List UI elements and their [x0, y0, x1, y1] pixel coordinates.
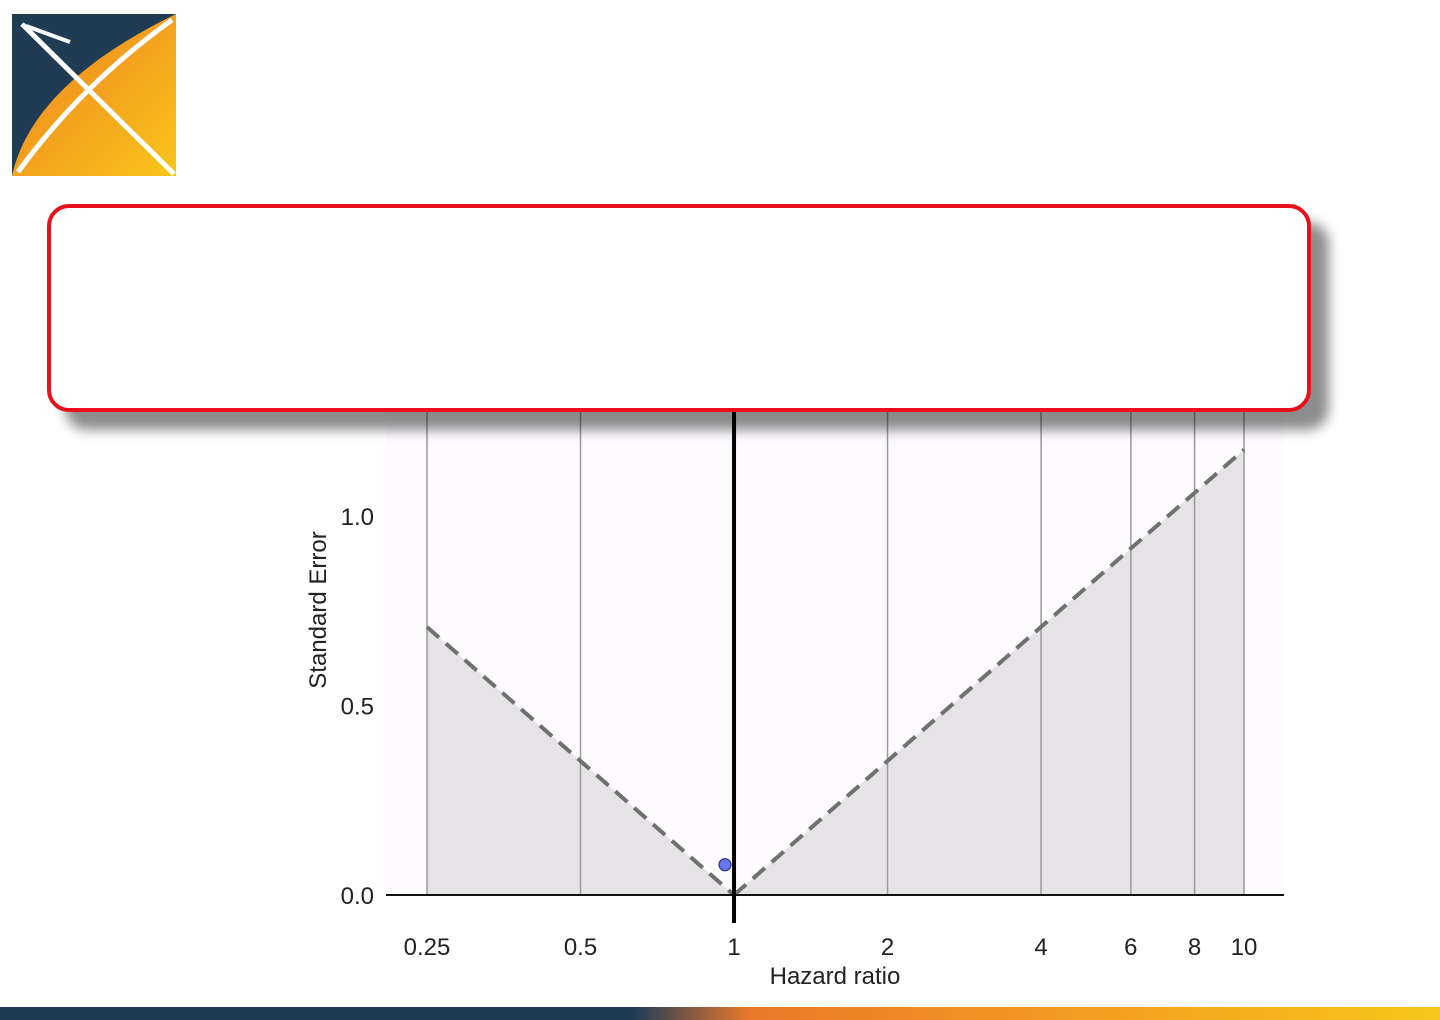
- x-tick-label-1: 1: [727, 934, 740, 961]
- footer-gradient-bar: [0, 1007, 1440, 1020]
- boundary-line-left: [425, 625, 736, 897]
- logo-cross-accent: [25, 24, 71, 44]
- boundary-line-right: [732, 448, 1246, 897]
- y-tick-label-0.5: 0.5: [341, 694, 374, 721]
- data-point-0: [718, 858, 732, 872]
- axes: [386, 405, 1284, 923]
- y-tick-label-0.0: 0.0: [341, 883, 374, 910]
- x-tick-labels: 0.25 0.5 1 2 4 6 8 10: [404, 934, 1258, 961]
- y-axis-label: Standard Error: [305, 531, 332, 688]
- x-tick-label-8: 8: [1188, 934, 1201, 961]
- logo-cross-stroke-2: [15, 17, 174, 174]
- significance-boundary: [425, 448, 1246, 897]
- callout-box: [47, 204, 1311, 412]
- x-tick-label-2: 2: [881, 934, 894, 961]
- logo-icon: [12, 14, 176, 176]
- logo-cross-stroke-1: [20, 22, 176, 176]
- x-tick-label-4: 4: [1034, 934, 1047, 961]
- x-axis-label: Hazard ratio: [770, 963, 901, 990]
- x-tick-label-6: 6: [1124, 934, 1137, 961]
- x-tick-label-0.25: 0.25: [404, 934, 451, 961]
- vertical-gridlines: [426, 405, 1245, 895]
- x-tick-label-0.5: 0.5: [564, 934, 597, 961]
- x-tick-label-10: 10: [1231, 934, 1258, 961]
- y-tick-labels: 0.0 0.5 1.0: [341, 504, 374, 910]
- y-tick-label-1.0: 1.0: [341, 504, 374, 531]
- data-points: [718, 858, 732, 872]
